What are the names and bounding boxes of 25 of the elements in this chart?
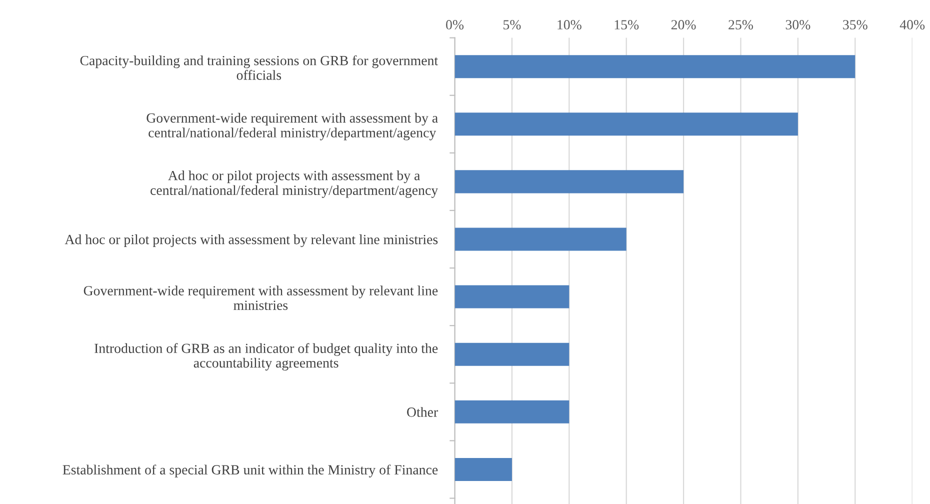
- bar: [454, 400, 570, 424]
- y-tick-label: Capacity-building and training sessions on GRB for government officials: [80, 55, 438, 80]
- bar: [454, 228, 626, 251]
- bar: [454, 55, 856, 78]
- y-tick-label: Government-wide requirement with assessment by a central/national/federal ministry/department/agency: [146, 112, 438, 140]
- bar: [454, 285, 570, 308]
- bar: [454, 342, 570, 366]
- x-tick-label: 20%: [671, 20, 696, 30]
- x-tick-label: 40%: [900, 20, 925, 30]
- y-tick-label: Ad hoc or pilot projects with assessment by a central/national/federal ministry/department/agency: [150, 170, 438, 198]
- x-tick-label: 15%: [614, 20, 639, 30]
- y-tick-label: Government-wide requirement with assessment by relevant line ministries: [84, 286, 438, 310]
- y-tick-label: Ad hoc or pilot projects with assessment by relevant line ministries: [64, 234, 438, 248]
- bar: [454, 458, 512, 481]
- x-tick-label: 30%: [786, 20, 810, 30]
- x-tick-label: 5%: [504, 20, 521, 30]
- x-tick-label: 25%: [728, 20, 753, 30]
- y-tick-label: Establishment of a special GRB unit within the Ministry of Finance: [62, 464, 438, 478]
- x-tick-label: 10%: [558, 20, 582, 30]
- y-tick-label: Other: [407, 407, 438, 417]
- bar: [454, 170, 684, 194]
- bar: [454, 112, 798, 136]
- x-tick-label: 35%: [843, 20, 868, 30]
- x-tick-label: 0%: [446, 20, 464, 30]
- y-tick-label: Introduction of GRB as an indicator of budget quality into the accountability agreements: [94, 343, 438, 370]
